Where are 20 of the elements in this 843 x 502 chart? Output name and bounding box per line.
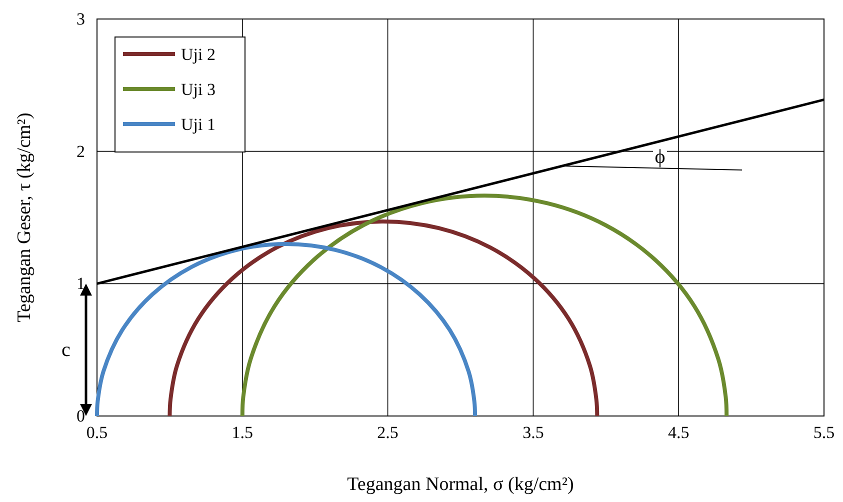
x-tick-label: 5.5 xyxy=(813,423,835,442)
y-axis-title: Tegangan Geser, τ (kg/cm²) xyxy=(14,112,35,322)
x-tick-label: 3.5 xyxy=(522,423,544,442)
x-tick-label: 4.5 xyxy=(668,423,690,442)
annotation: ϕ xyxy=(654,146,666,168)
text: c xyxy=(62,338,71,361)
line-series xyxy=(240,194,729,418)
x-axis-title: Tegangan Normal, σ (kg/cm²) xyxy=(347,474,574,495)
legend-label: Uji 2 xyxy=(181,45,216,64)
x-tick-label: 0.5 xyxy=(86,423,108,442)
y-tick-label: 3 xyxy=(76,9,85,28)
y-tick-label: 0 xyxy=(76,406,85,426)
line-series xyxy=(168,219,600,418)
legend-label: Uji 3 xyxy=(181,80,216,99)
x-tick-label: 1.5 xyxy=(232,423,254,442)
legend-label: Uji 1 xyxy=(181,115,216,134)
line-series xyxy=(95,242,478,418)
x-tick-label: 2.5 xyxy=(377,423,398,442)
y-tick-label: 1 xyxy=(76,274,85,294)
y-tick-label: 2 xyxy=(76,142,85,161)
